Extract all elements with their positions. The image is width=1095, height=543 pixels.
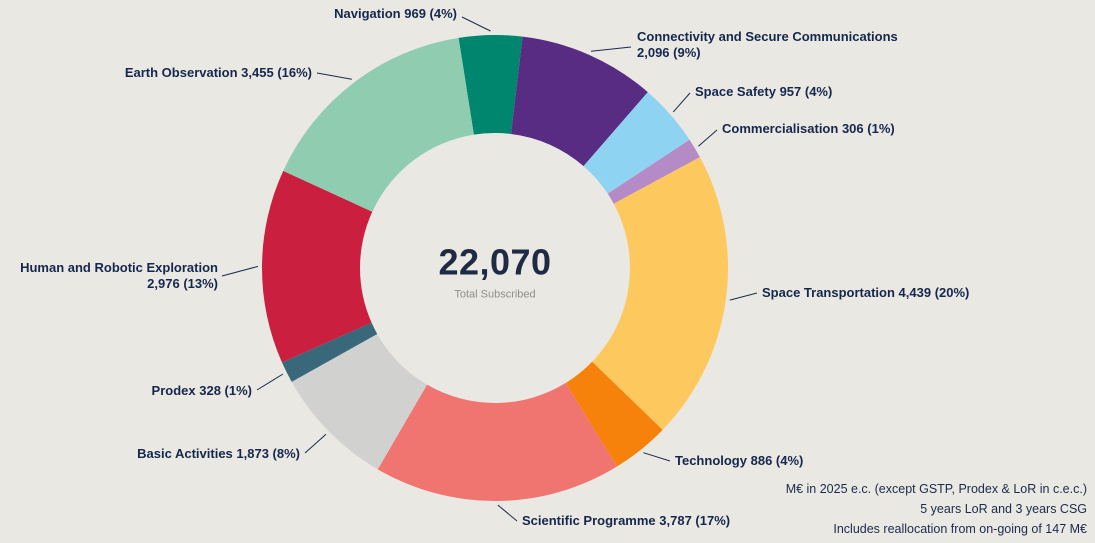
leader-line-prodex	[256, 373, 284, 391]
leader-line-scientific-programme	[497, 504, 518, 522]
donut-slice-earth-observation[interactable]	[283, 37, 474, 212]
donut-slice-prodex[interactable]	[281, 322, 378, 382]
donut-slice-scientific-programme[interactable]	[377, 383, 617, 502]
donut-slice-connectivity[interactable]	[511, 36, 648, 167]
donut-slice-space-transportation[interactable]	[592, 157, 728, 430]
leader-line-commercialisation	[698, 129, 718, 147]
footnotes: M€ in 2025 e.c. (except GSTP, Prodex & L…	[786, 479, 1087, 539]
donut-slice-technology[interactable]	[565, 361, 663, 467]
leader-line-human-robotic-exploration	[221, 265, 259, 277]
footnote-line-3: Includes reallocation from on-going of 1…	[833, 522, 1087, 536]
donut-slice-navigation[interactable]	[458, 34, 523, 135]
leader-line-space-safety	[672, 92, 691, 113]
footnote-line-1: M€ in 2025 e.c. (except GSTP, Prodex & L…	[785, 482, 1087, 496]
donut-slice-basic-activities[interactable]	[291, 333, 428, 470]
leader-line-connectivity	[590, 46, 632, 52]
leader-line-basic-activities	[304, 433, 327, 454]
donut-slice-space-safety[interactable]	[583, 92, 690, 194]
donut-slice-commercialisation[interactable]	[607, 139, 700, 204]
donut-slice-human-robotic-exploration[interactable]	[261, 170, 373, 363]
leader-line-earth-observation	[316, 72, 352, 80]
leader-line-navigation	[461, 16, 491, 32]
footnote-line-2: 5 years LoR and 3 years CSG	[920, 502, 1087, 516]
leader-line-technology	[643, 452, 671, 462]
leader-line-space-transportation	[729, 292, 758, 301]
